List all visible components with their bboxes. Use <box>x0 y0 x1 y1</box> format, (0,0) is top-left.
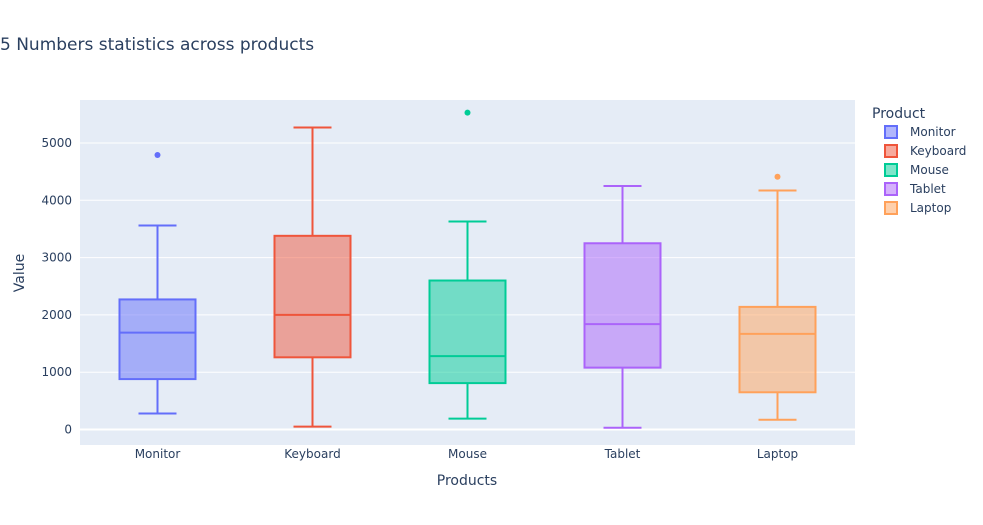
y-tick-label: 1000 <box>41 365 72 379</box>
box-trace-mouse <box>428 109 507 420</box>
y-tick-label: 4000 <box>41 193 72 207</box>
legend-label: Keyboard <box>910 144 966 158</box>
y-tick-label: 0 <box>64 423 72 437</box>
legend-item-laptop[interactable]: Laptop <box>884 201 951 215</box>
outlier-point <box>464 109 471 116</box>
legend-item-tablet[interactable]: Tablet <box>884 182 946 196</box>
legend-label: Mouse <box>910 163 949 177</box>
x-axis-title: Products <box>437 473 497 489</box>
legend-label: Monitor <box>910 125 956 139</box>
box-trace-tablet <box>583 184 662 429</box>
y-tick-label: 5000 <box>41 136 72 150</box>
legend-swatch <box>884 163 898 177</box>
y-tick-label: 3000 <box>41 251 72 265</box>
x-tick-label: Laptop <box>757 447 798 461</box>
iqr-box <box>738 305 817 394</box>
outlier-point <box>774 173 781 180</box>
box-trace-monitor <box>118 152 197 415</box>
box-trace-laptop <box>738 173 817 421</box>
y-tick-label: 2000 <box>41 308 72 322</box>
legend-swatch <box>884 125 898 139</box>
x-tick-label: Tablet <box>604 447 641 461</box>
iqr-box <box>583 242 662 369</box>
iqr-box <box>118 298 197 381</box>
legend-swatch <box>884 201 898 215</box>
x-tick-label: Monitor <box>135 447 181 461</box>
legend-swatch <box>884 144 898 158</box>
legend-swatch <box>884 182 898 196</box>
iqr-box <box>273 234 352 359</box>
y-axis-title: Value <box>12 254 28 292</box>
box-traces <box>118 109 817 429</box>
outlier-point <box>154 152 161 159</box>
iqr-box <box>428 279 507 385</box>
y-axis-ticks: 0 1000 2000 3000 4000 5000 <box>41 136 72 437</box>
legend-label: Tablet <box>909 182 946 196</box>
legend: Product Monitor Keyboard Mouse Tablet Laptop <box>872 106 966 215</box>
legend-title: Product <box>872 106 926 122</box>
x-axis-ticks: Monitor Keyboard Mouse Tablet Laptop <box>135 447 798 461</box>
legend-item-mouse[interactable]: Mouse <box>884 163 949 177</box>
legend-item-keyboard[interactable]: Keyboard <box>884 144 966 158</box>
legend-label: Laptop <box>910 201 951 215</box>
x-tick-label: Keyboard <box>284 447 340 461</box>
chart-title: 5 Numbers statistics across products <box>0 35 314 55</box>
legend-item-monitor[interactable]: Monitor <box>884 125 956 139</box>
x-tick-label: Mouse <box>448 447 487 461</box>
box-trace-keyboard <box>273 126 352 428</box>
